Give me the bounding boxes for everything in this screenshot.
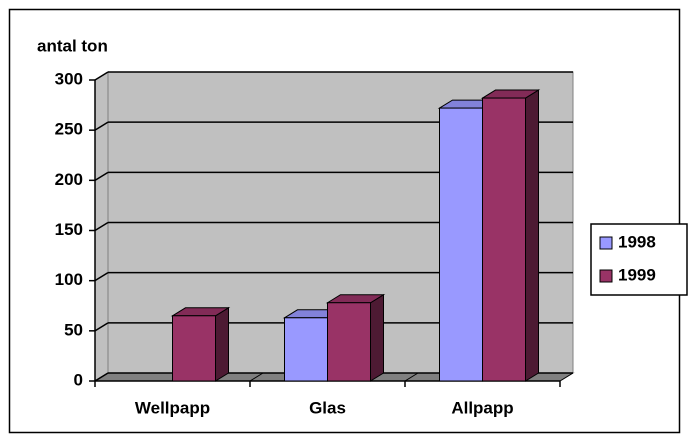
floor-edge (404, 372, 419, 382)
grid-line (94, 121, 109, 131)
y-tick-label: 200 (55, 170, 83, 189)
y-tick-label: 0 (74, 370, 83, 389)
legend-label: 1999 (618, 265, 656, 284)
bar-side (215, 306, 229, 382)
y-tick-label: 150 (55, 220, 83, 239)
bar-side (370, 293, 384, 382)
grid-line (94, 221, 109, 232)
x-tick-label: Allpapp (451, 398, 513, 417)
legend-box (590, 223, 688, 296)
floor-edge (94, 372, 109, 382)
floor-edge (559, 372, 574, 382)
x-tick-label: Glas (309, 398, 346, 417)
grid-line (94, 171, 109, 181)
legend-label: 1998 (618, 232, 656, 251)
y-axis-label: antal ton (37, 36, 108, 55)
y-tick-label: 300 (55, 69, 83, 88)
legend-swatch (599, 269, 613, 283)
grid-line (94, 272, 109, 282)
bar (480, 89, 541, 382)
grid-line (94, 322, 109, 332)
bar-side (525, 89, 539, 382)
legend-swatch (599, 236, 613, 250)
y-tick-label: 100 (55, 270, 83, 289)
bar (325, 293, 386, 382)
grid-line (94, 71, 109, 81)
y-tick-label: 250 (55, 120, 83, 139)
bar-front (327, 302, 371, 382)
x-tick-label: Wellpapp (135, 398, 210, 417)
bar-front (482, 97, 526, 382)
y-tick-label: 50 (64, 320, 83, 339)
bar (170, 306, 231, 382)
floor-edge (249, 372, 264, 382)
bar-front (172, 315, 216, 382)
bar-front (439, 107, 483, 382)
bar-front (284, 317, 328, 382)
